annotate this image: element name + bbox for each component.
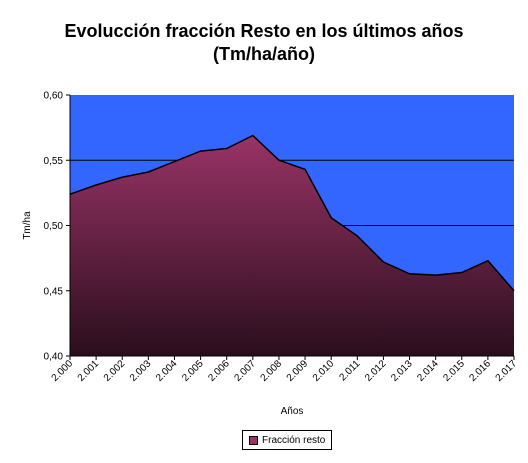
- legend-swatch: [249, 435, 258, 445]
- y-tick-label: 0,45: [44, 286, 64, 297]
- chart-title-line-2: (Tm/ha/año): [213, 44, 315, 64]
- chart-title: Evolucción fracción Resto en los últimos…: [0, 20, 528, 66]
- x-axis-title: Años: [281, 406, 304, 417]
- y-tick-label: 0,50: [44, 221, 64, 232]
- x-tick-label: 2.004: [154, 358, 180, 384]
- x-tick-label: 2.012: [363, 358, 389, 384]
- series-area-fraccion-resto: [70, 135, 514, 356]
- y-tick-label: 0,40: [44, 352, 64, 363]
- y-tick-label: 0,55: [44, 156, 64, 167]
- x-tick-label: 2.006: [206, 358, 232, 384]
- x-tick-label: 2.002: [102, 358, 128, 384]
- x-tick-label: 2.005: [180, 358, 206, 384]
- x-tick-label: 2.007: [232, 358, 258, 384]
- x-tick-label: 2.008: [259, 358, 285, 384]
- x-tick-label: 2.011: [337, 358, 362, 383]
- x-tick-label: 2.003: [128, 358, 154, 384]
- x-tick-label: 2.014: [415, 358, 441, 384]
- legend: Fracción resto: [242, 430, 333, 450]
- y-axis-title: Tm/ha: [22, 211, 33, 240]
- x-tick-label: 2.016: [468, 358, 494, 384]
- x-tick-label: 2.010: [311, 358, 337, 384]
- x-tick-label: 2.001: [76, 358, 102, 384]
- series-line-fraccion-resto: [69, 134, 515, 292]
- legend-label: Fracción resto: [262, 434, 326, 446]
- y-tick-label: 0,60: [44, 91, 64, 102]
- x-tick-label: 2.009: [285, 358, 311, 384]
- x-tick-label: 2.015: [441, 358, 467, 384]
- x-tick-label: 2.013: [389, 358, 415, 384]
- x-tick-label: 2.017: [494, 358, 520, 384]
- chart-title-line-1: Evolucción fracción Resto en los últimos…: [64, 21, 464, 41]
